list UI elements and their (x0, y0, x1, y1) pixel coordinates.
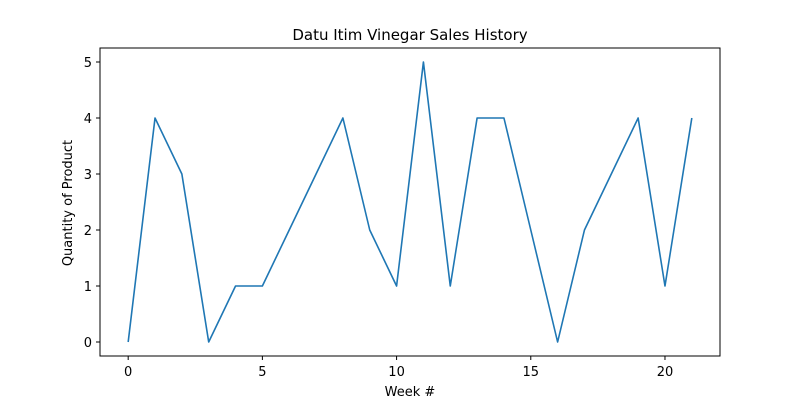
chart-title: Datu Itim Vinegar Sales History (292, 26, 527, 44)
x-tick-label: 10 (388, 365, 405, 380)
y-axis: 0 1 2 3 4 5 (84, 56, 100, 351)
y-tick-label: 1 (84, 280, 92, 295)
series-line-0 (127, 61, 693, 343)
x-tick-label: 15 (523, 365, 540, 380)
x-tick-label: 5 (258, 365, 266, 380)
plot-area-frame (99, 47, 721, 357)
series-layer (127, 61, 693, 343)
x-axis-label: Week # (385, 385, 436, 400)
y-tick-label: 0 (84, 336, 92, 351)
x-axis: 0 5 10 15 20 (124, 356, 673, 380)
y-tick-label: 3 (84, 168, 92, 183)
x-tick-label: 20 (657, 365, 674, 380)
y-tick-label: 4 (84, 112, 92, 127)
y-tick-label: 5 (84, 56, 92, 71)
y-tick-label: 2 (84, 224, 92, 239)
y-axis-label: Quantity of Product (61, 140, 76, 266)
x-tick-label: 0 (124, 365, 132, 380)
